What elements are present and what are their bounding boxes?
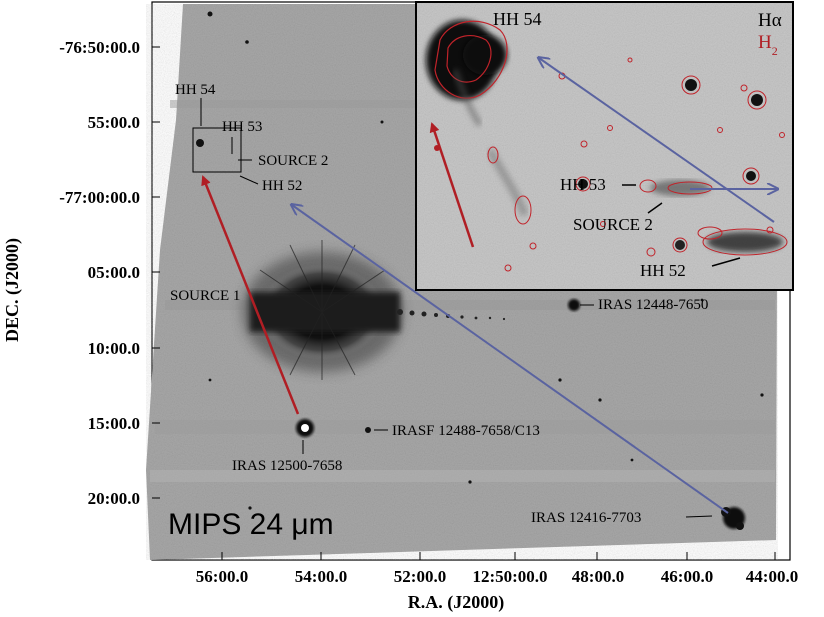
inset-label-hh52: HH 52 — [640, 261, 686, 280]
inset-label-h2: H2 — [758, 32, 778, 58]
hh-region-box — [192, 127, 242, 173]
panel-label: MIPS 24 μm — [168, 508, 334, 541]
inset-stars — [504, 57, 785, 272]
y-tick-2: -77:00:00.0 — [59, 188, 140, 207]
source-labels: HH 54 HH 53 SOURCE 2 HH 52 SOURCE 1 IRAS… — [170, 82, 713, 526]
inset-label-hh53: HH 53 — [560, 175, 606, 194]
inset-blue-arrow — [539, 58, 775, 223]
x-tick-6: 44:00.0 — [746, 567, 798, 586]
label-source1: SOURCE 1 — [170, 288, 240, 304]
y-tick-0: -76:50:00.0 — [59, 38, 140, 57]
x-tick-5: 46:00.0 — [661, 567, 713, 586]
inset-panel: Hα H2 HH 54 HH 53 SOURCE 2 HH 52 — [415, 1, 794, 291]
x-axis-label: R.A. (J2000) — [408, 592, 505, 613]
y-tick-3: 05:00.0 — [88, 263, 140, 282]
inset-hh52-region — [697, 226, 788, 256]
y-tick-4: 10:00.0 — [88, 339, 140, 358]
inset-hh54-blob — [426, 20, 532, 225]
y-axis: -76:50:00.0 55:00.0 -77:00:00.0 05:00.0 … — [2, 38, 160, 508]
label-source2: SOURCE 2 — [258, 153, 328, 169]
label-hh54: HH 54 — [175, 82, 216, 98]
y-tick-1: 55:00.0 — [88, 113, 140, 132]
x-tick-4: 48:00.0 — [572, 567, 624, 586]
red-arrow — [201, 175, 300, 415]
inset-hh53-region — [575, 176, 713, 196]
y-axis-label: DEC. (J2000) — [2, 238, 23, 342]
blue-arrow — [292, 205, 729, 514]
x-axis: 56:00.0 54:00.0 52:00.0 12:50:00.0 48:00… — [196, 552, 798, 613]
label-irasf12488: IRASF 12488-7658/C13 — [392, 423, 540, 439]
y-tick-6: 20:00.0 — [88, 489, 140, 508]
inset-label-hh54: HH 54 — [493, 9, 542, 29]
inset-label-halpha: Hα — [758, 10, 782, 31]
label-iras12500: IRAS 12500-7658 — [232, 458, 342, 474]
inset-red-arrow — [429, 122, 475, 248]
x-tick-3: 12:50:00.0 — [472, 567, 547, 586]
label-hh53: HH 53 — [222, 119, 262, 135]
x-tick-0: 56:00.0 — [196, 567, 248, 586]
inset-label-source2: SOURCE 2 — [573, 215, 653, 234]
y-tick-5: 15:00.0 — [88, 414, 140, 433]
label-hh52: HH 52 — [262, 178, 302, 194]
x-tick-1: 54:00.0 — [295, 567, 347, 586]
point-sources — [196, 11, 764, 530]
label-iras12448: IRAS 12448-7650 — [598, 297, 708, 313]
source1-blob — [242, 240, 506, 380]
x-tick-2: 52:00.0 — [394, 567, 446, 586]
label-iras12416: IRAS 12416-7703 — [531, 510, 641, 526]
